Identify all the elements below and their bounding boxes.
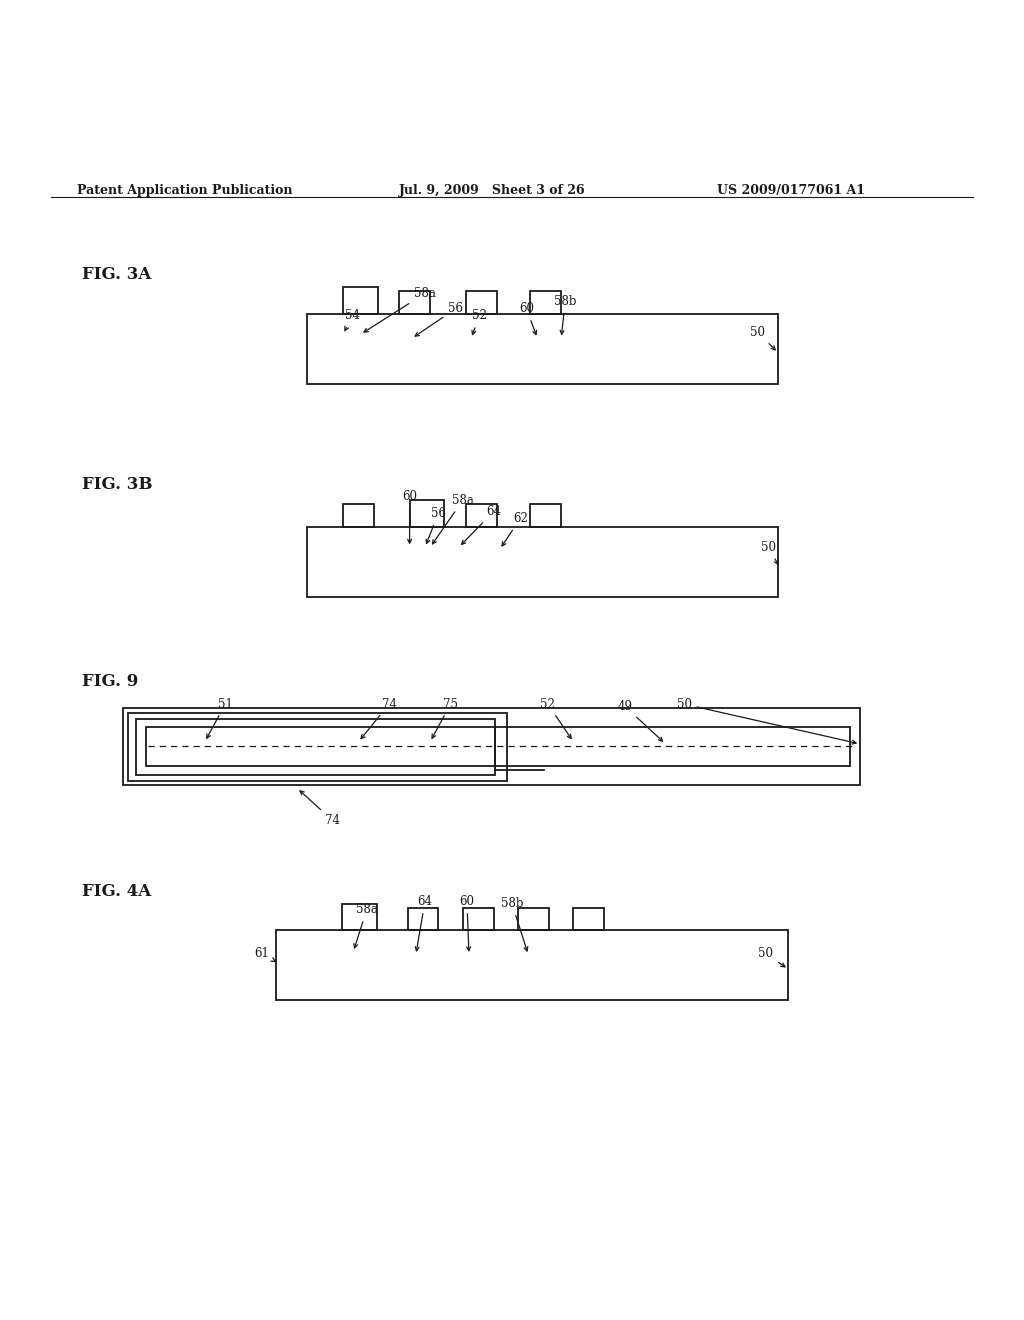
Text: Patent Application Publication: Patent Application Publication — [77, 183, 292, 197]
Bar — [343, 504, 374, 527]
Text: 75: 75 — [432, 697, 458, 738]
Text: 58b: 58b — [501, 898, 527, 950]
Text: 54: 54 — [345, 309, 359, 330]
Text: 58a: 58a — [364, 286, 436, 333]
Bar — [399, 292, 430, 314]
Text: FIG. 3B: FIG. 3B — [82, 475, 153, 492]
Text: 58a: 58a — [432, 494, 474, 544]
Text: 58b: 58b — [554, 296, 577, 334]
Bar — [518, 908, 549, 931]
Text: 60: 60 — [519, 302, 537, 334]
Text: 74: 74 — [361, 697, 396, 739]
Bar — [466, 292, 497, 314]
Text: 51: 51 — [207, 697, 232, 738]
Text: 74: 74 — [300, 791, 340, 828]
Bar — [408, 908, 438, 931]
Bar — [573, 908, 604, 931]
Text: 56: 56 — [415, 302, 463, 337]
Text: FIG. 3A: FIG. 3A — [82, 265, 152, 282]
Text: 62: 62 — [502, 512, 527, 546]
Text: 60: 60 — [402, 490, 417, 544]
Text: FIG. 9: FIG. 9 — [82, 673, 138, 690]
Text: 64: 64 — [462, 506, 501, 544]
Bar — [307, 527, 778, 597]
Bar — [128, 713, 507, 781]
Bar — [466, 504, 497, 527]
Text: Jul. 9, 2009   Sheet 3 of 26: Jul. 9, 2009 Sheet 3 of 26 — [399, 183, 586, 197]
Text: 52: 52 — [472, 309, 486, 334]
Text: 61: 61 — [255, 948, 275, 961]
Text: 58a: 58a — [354, 903, 378, 948]
Bar — [530, 292, 561, 314]
Bar — [410, 500, 444, 527]
Text: 56: 56 — [426, 507, 445, 544]
Text: 50: 50 — [759, 948, 785, 966]
Text: 52: 52 — [541, 697, 571, 738]
Text: 50: 50 — [751, 326, 775, 350]
Bar — [343, 288, 378, 314]
Text: 49: 49 — [617, 700, 663, 741]
Text: 50: 50 — [761, 541, 778, 564]
Bar — [123, 708, 860, 785]
Text: 64: 64 — [415, 895, 432, 950]
Text: 60: 60 — [460, 895, 474, 950]
Bar — [276, 931, 788, 1001]
Bar — [136, 719, 495, 775]
Text: US 2009/0177061 A1: US 2009/0177061 A1 — [717, 183, 865, 197]
Bar — [530, 504, 561, 527]
Text: FIG. 4A: FIG. 4A — [82, 883, 152, 900]
Text: 50: 50 — [677, 697, 856, 744]
Bar — [342, 904, 377, 931]
Bar — [146, 726, 850, 767]
Bar — [307, 314, 778, 384]
Bar — [463, 908, 494, 931]
